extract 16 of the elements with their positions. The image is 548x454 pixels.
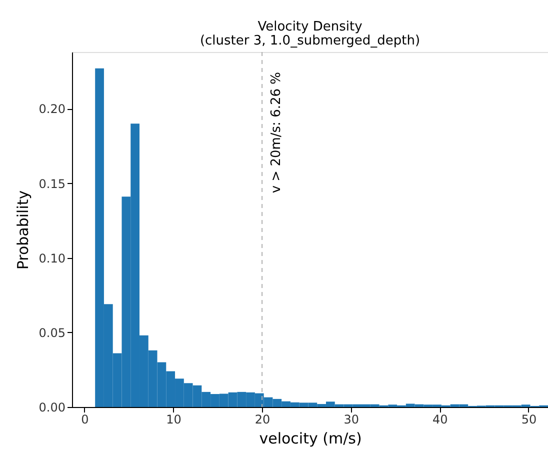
x-tick-label: 0 [81,412,89,426]
x-tick-label: 10 [166,412,182,426]
x-tick-label: 30 [344,412,359,426]
chart-title: Velocity Density [258,20,363,34]
x-tick-label: 40 [432,412,448,426]
ref-line-label: v > 20m/s: 6.26 % [269,72,284,194]
x-axis-title: velocity (m/s) [259,430,362,448]
x-tick-label: 20 [254,412,270,426]
y-axis-title: Probability [14,190,32,270]
y-tick-label: 0.00 [38,400,66,414]
y-tick-label: 0.05 [38,326,66,340]
y-tick-label: 0.20 [38,102,66,116]
y-tick-label: 0.15 [38,176,66,191]
y-tick-label: 0.10 [38,251,66,266]
x-tick-label: 50 [521,412,537,426]
chart-subtitle: (cluster 3, 1.0_submerged_depth) [200,34,420,48]
